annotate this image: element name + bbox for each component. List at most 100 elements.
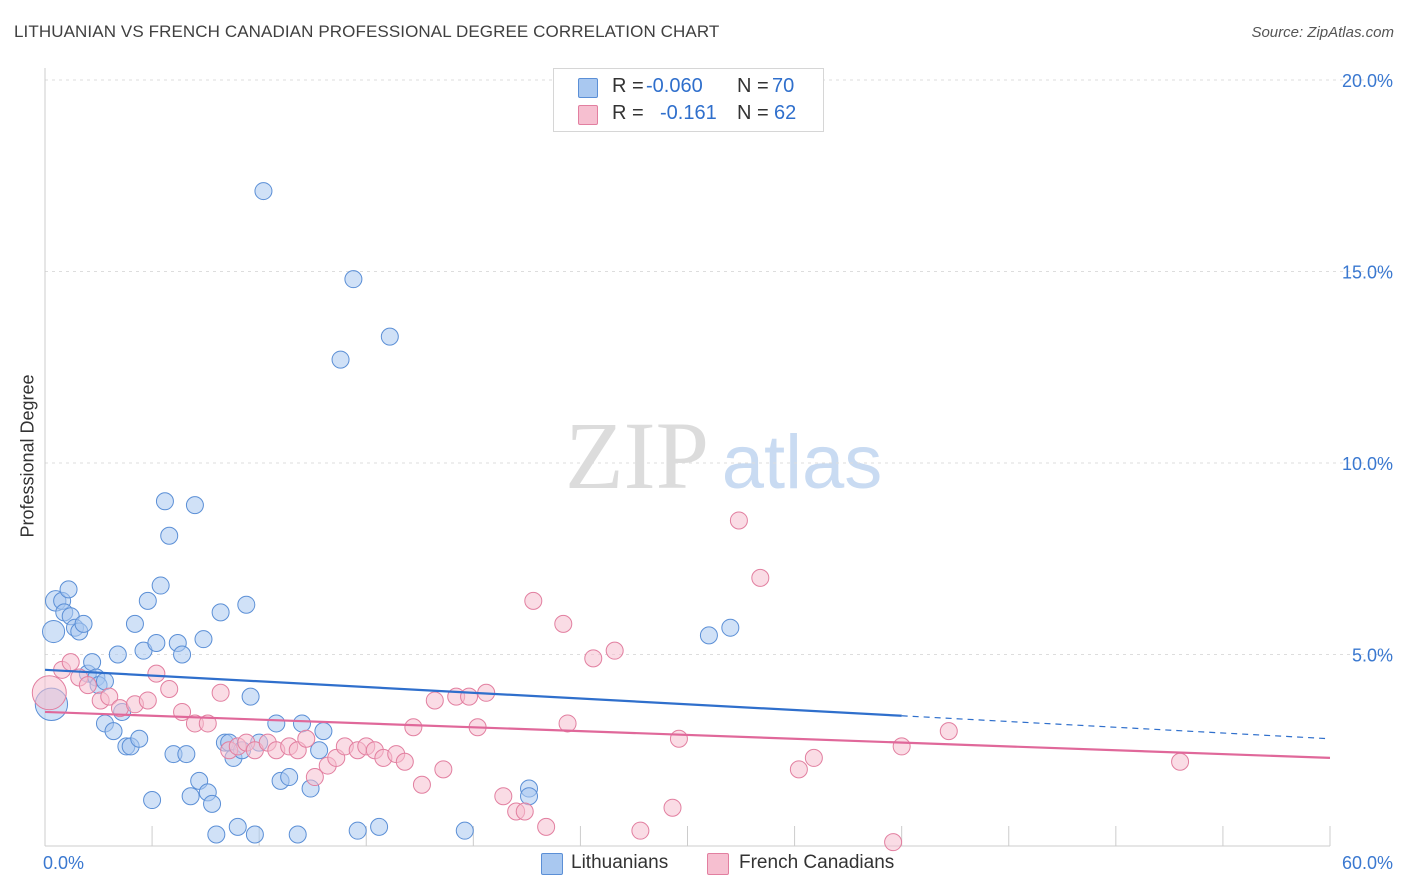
x-tick-label-end: 60.0%: [1342, 853, 1393, 873]
trend-line-extension-0: [901, 715, 1331, 740]
point-0-25: [143, 791, 162, 810]
point-0-68: [699, 626, 718, 645]
y-tick-label-0: 5.0%: [1352, 646, 1393, 666]
point-0-60: [331, 350, 350, 369]
correlation-stats-box: R = -0.060 N = 70 R = -0.161 N = 62: [553, 68, 824, 132]
point-0-47: [237, 595, 256, 614]
r-label: R =: [612, 75, 644, 97]
point-0-56: [293, 714, 311, 733]
source-label: Source: ZipAtlas.com: [1251, 24, 1394, 41]
point-1-11: [160, 679, 179, 698]
stats-row-french-canadians: R = -0.161 N = 62: [554, 101, 823, 127]
stats-swatch-french-canadians: [578, 105, 598, 125]
point-1-58: [804, 748, 823, 767]
point-0-17: [108, 645, 127, 664]
point-1-56: [751, 568, 770, 587]
point-0-24: [138, 591, 157, 610]
stats-row-lithuanians: R = -0.060 N = 70: [554, 74, 823, 100]
chart-legend: Lithuanians French Canadians: [0, 850, 1406, 880]
point-0-69: [721, 618, 740, 637]
point-0-16: [104, 722, 123, 741]
n-value-lithuanians: 70: [772, 75, 795, 97]
point-0-39: [203, 794, 222, 813]
legend-swatch-lithuanians: [541, 853, 563, 875]
point-0-51: [254, 182, 273, 201]
legend-label-lithuanians: Lithuanians: [571, 852, 669, 873]
point-1-24: [297, 729, 316, 748]
point-0-22: [130, 729, 149, 748]
trend-lines: [44, 668, 1331, 760]
data-points: [31, 182, 1190, 852]
point-0-11: [83, 653, 102, 672]
point-0-32: [173, 645, 192, 664]
point-0-41: [211, 603, 230, 622]
point-1-37: [425, 691, 444, 710]
point-0-34: [181, 787, 200, 806]
point-1-48: [554, 614, 573, 633]
point-1-46: [524, 591, 543, 610]
point-1-15: [211, 683, 230, 702]
y-tick-label-1: 10.0%: [1342, 454, 1393, 474]
point-1-60: [892, 737, 911, 756]
point-1-0: [31, 675, 67, 711]
watermark-zip: ZIP: [565, 402, 709, 509]
grid-lines: [45, 79, 1395, 655]
point-0-59: [314, 722, 333, 741]
point-0-55: [288, 825, 307, 844]
point-0-48: [241, 687, 260, 706]
y-tick-label-3: 20.0%: [1342, 71, 1393, 91]
point-0-37: [194, 630, 213, 649]
legend-label-french-canadians: French Canadians: [739, 852, 895, 873]
trend-line-0: [44, 668, 902, 717]
point-1-38: [434, 760, 453, 779]
point-1-14: [198, 714, 217, 733]
point-1-50: [584, 649, 603, 668]
point-0-26: [147, 634, 166, 653]
point-1-2: [61, 653, 80, 672]
point-0-5: [59, 580, 78, 599]
point-1-36: [412, 775, 431, 794]
point-1-52: [631, 821, 650, 840]
point-0-9: [74, 614, 93, 633]
point-0-62: [348, 821, 367, 840]
point-0-52: [267, 714, 286, 733]
point-0-64: [380, 327, 399, 346]
point-0-58: [310, 741, 329, 760]
point-1-57: [789, 760, 808, 779]
point-1-40: [460, 687, 479, 706]
point-1-61: [939, 722, 958, 741]
point-0-28: [155, 492, 174, 511]
r-value-french-canadians: -0.161: [660, 102, 717, 124]
point-0-21: [125, 614, 144, 633]
n-label: N =: [737, 75, 769, 97]
point-0-29: [160, 526, 179, 545]
point-0-1: [42, 619, 66, 644]
point-1-59: [884, 833, 903, 852]
r-label: R =: [612, 102, 644, 124]
legend-swatch-french-canadians: [707, 853, 729, 875]
point-1-51: [605, 641, 624, 660]
point-0-54: [280, 768, 299, 787]
point-1-47: [537, 817, 556, 836]
point-1-4: [78, 676, 97, 695]
point-1-35: [404, 718, 423, 737]
point-1-45: [515, 802, 534, 821]
chart-title: LITHUANIAN VS FRENCH CANADIAN PROFESSION…: [14, 22, 720, 41]
point-0-27: [151, 576, 170, 595]
stats-swatch-lithuanians: [578, 78, 598, 98]
point-1-9: [138, 691, 157, 710]
point-0-61: [344, 270, 363, 289]
point-0-40: [207, 825, 226, 844]
point-0-67: [520, 787, 539, 806]
point-1-55: [729, 511, 748, 530]
point-1-43: [494, 787, 513, 806]
point-1-54: [669, 729, 688, 748]
point-1-25: [305, 768, 324, 787]
point-0-49: [245, 825, 264, 844]
x-tick-label-start: 0.0%: [43, 853, 84, 873]
n-value-french-canadians: 62: [774, 102, 797, 124]
point-1-49: [558, 714, 577, 733]
point-1-10: [147, 664, 166, 683]
point-1-6: [100, 687, 119, 706]
